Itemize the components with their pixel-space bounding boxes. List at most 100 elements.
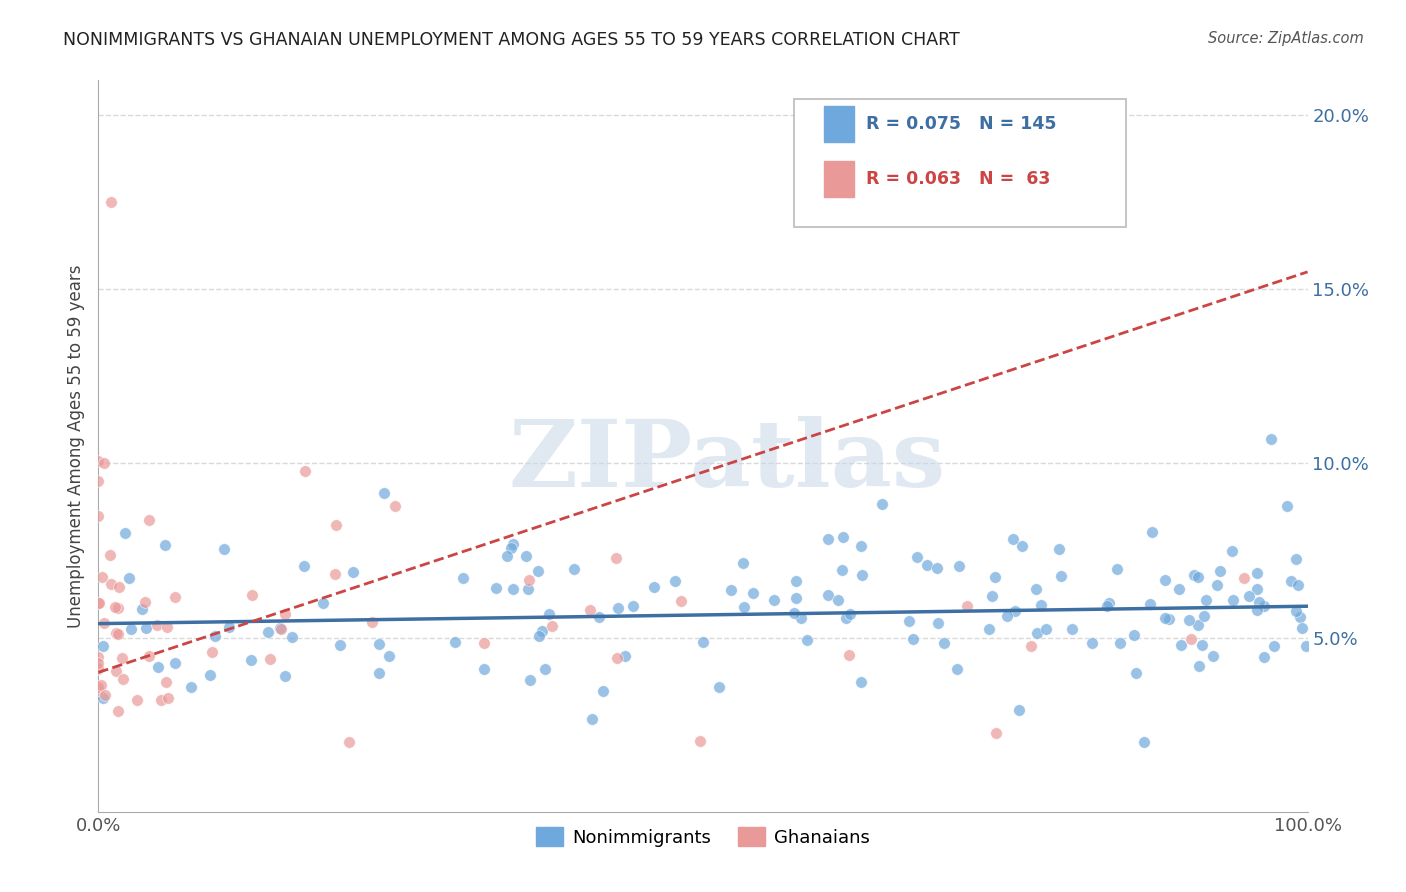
Point	[538, 607, 561, 621]
Point	[323, 567, 346, 582]
Point	[707, 680, 730, 694]
Point	[1209, 564, 1232, 578]
FancyBboxPatch shape	[793, 99, 1126, 227]
Point	[605, 551, 627, 566]
Point	[100, 548, 122, 562]
Point	[87, 662, 110, 676]
Point	[105, 626, 128, 640]
Point	[240, 588, 263, 602]
Point	[87, 682, 110, 697]
Point	[1170, 638, 1192, 652]
Point	[1004, 604, 1026, 618]
Point	[472, 662, 495, 676]
Point	[1098, 596, 1121, 610]
Point	[1153, 573, 1175, 587]
Point	[581, 712, 603, 726]
Point	[1139, 597, 1161, 611]
Point	[146, 618, 169, 632]
Point	[1109, 636, 1132, 650]
Point	[1253, 650, 1275, 665]
Point	[1247, 595, 1270, 609]
Point	[956, 599, 979, 613]
Point	[87, 596, 110, 610]
Point	[1192, 609, 1215, 624]
Point	[150, 692, 173, 706]
Bar	[824, 161, 855, 197]
Point	[212, 542, 235, 557]
Point	[111, 651, 134, 665]
Point	[927, 615, 949, 630]
Point	[1019, 639, 1042, 653]
Point	[621, 599, 644, 614]
Point	[1239, 590, 1261, 604]
Point	[785, 591, 807, 605]
Point	[93, 457, 115, 471]
Point	[515, 549, 537, 563]
Point	[534, 661, 557, 675]
Point	[579, 603, 602, 617]
Point	[932, 636, 955, 650]
Point	[1050, 569, 1073, 583]
Point	[903, 632, 925, 647]
Point	[91, 570, 114, 584]
Point	[87, 453, 110, 467]
Point	[1286, 578, 1309, 592]
Point	[87, 661, 110, 675]
Point	[1142, 524, 1164, 539]
Point	[1285, 604, 1308, 618]
Point	[517, 582, 540, 596]
Point	[90, 678, 112, 692]
Point	[831, 563, 853, 577]
Point	[201, 645, 224, 659]
Point	[613, 648, 636, 663]
Point	[1049, 541, 1071, 556]
Point	[367, 666, 389, 681]
Point	[155, 675, 177, 690]
Point	[107, 705, 129, 719]
Point	[1295, 639, 1317, 653]
Point	[689, 734, 711, 748]
Point	[501, 541, 523, 555]
Point	[131, 601, 153, 615]
Point	[1157, 612, 1180, 626]
Point	[531, 624, 554, 638]
Point	[588, 610, 610, 624]
Point	[107, 627, 129, 641]
Point	[1285, 551, 1308, 566]
Point	[1246, 566, 1268, 580]
Point	[1153, 611, 1175, 625]
Point	[907, 549, 929, 564]
Point	[1095, 599, 1118, 614]
Point	[1187, 570, 1209, 584]
Point	[200, 668, 222, 682]
Point	[1191, 638, 1213, 652]
Point	[1277, 499, 1299, 513]
Point	[827, 592, 849, 607]
Point	[87, 656, 110, 670]
Point	[817, 532, 839, 546]
Point	[274, 607, 297, 621]
Point	[377, 648, 399, 663]
Point	[1011, 540, 1033, 554]
Point	[541, 619, 564, 633]
Point	[1279, 574, 1302, 588]
Point	[562, 562, 585, 576]
Point	[1178, 614, 1201, 628]
Point	[270, 623, 292, 637]
Point	[607, 601, 630, 615]
Point	[1180, 632, 1202, 646]
Point	[849, 674, 872, 689]
Point	[100, 195, 122, 210]
Point	[948, 558, 970, 573]
Point	[1246, 602, 1268, 616]
Point	[870, 497, 893, 511]
Point	[832, 530, 855, 544]
Point	[257, 625, 280, 640]
Point	[977, 622, 1000, 636]
Point	[259, 652, 281, 666]
Legend: Nonimmigrants, Ghanaians: Nonimmigrants, Ghanaians	[529, 820, 877, 854]
Point	[1184, 568, 1206, 582]
Point	[87, 474, 110, 488]
Point	[157, 691, 180, 706]
Point	[1194, 593, 1216, 607]
